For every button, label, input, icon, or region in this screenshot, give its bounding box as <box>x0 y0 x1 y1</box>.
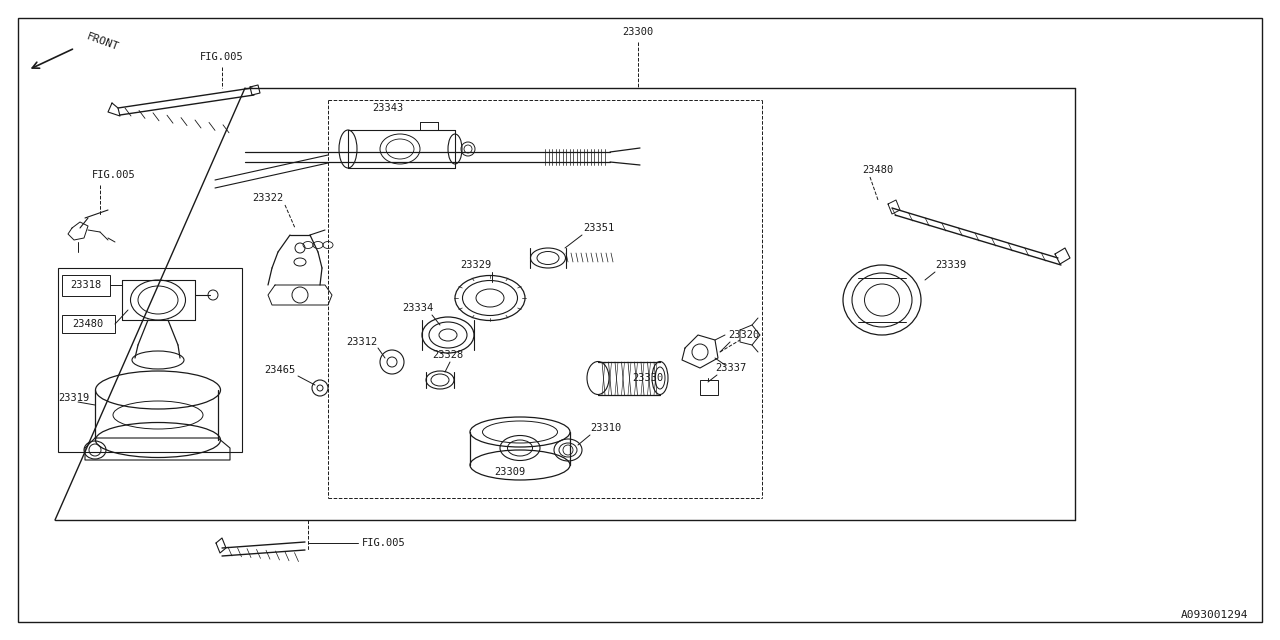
Text: 23318: 23318 <box>70 280 101 290</box>
Text: FIG.005: FIG.005 <box>362 538 406 548</box>
Bar <box>61 315 115 333</box>
Text: 23465: 23465 <box>265 365 296 375</box>
Bar <box>61 275 110 296</box>
Text: 23322: 23322 <box>252 193 284 203</box>
Text: 23319: 23319 <box>58 393 90 403</box>
Text: 23309: 23309 <box>494 467 526 477</box>
Text: 23328: 23328 <box>433 350 463 360</box>
Text: 23300: 23300 <box>622 27 654 37</box>
Text: FIG.005: FIG.005 <box>92 170 136 180</box>
Text: 23329: 23329 <box>461 260 492 270</box>
Text: 23312: 23312 <box>347 337 378 347</box>
Text: 23337: 23337 <box>716 363 746 373</box>
Text: A093001294: A093001294 <box>1180 610 1248 620</box>
Text: 23320: 23320 <box>728 330 759 340</box>
Text: FIG.005: FIG.005 <box>200 52 244 62</box>
Bar <box>58 268 242 452</box>
Text: FRONT: FRONT <box>84 31 120 52</box>
Text: 23339: 23339 <box>934 260 966 270</box>
Bar <box>700 380 718 395</box>
Text: 23480: 23480 <box>73 319 104 329</box>
Text: 23343: 23343 <box>372 103 403 113</box>
Text: 23480: 23480 <box>861 165 893 175</box>
Text: 23330: 23330 <box>632 373 663 383</box>
Text: 23310: 23310 <box>590 423 621 433</box>
Text: 23351: 23351 <box>582 223 614 233</box>
Text: 23334: 23334 <box>402 303 434 313</box>
